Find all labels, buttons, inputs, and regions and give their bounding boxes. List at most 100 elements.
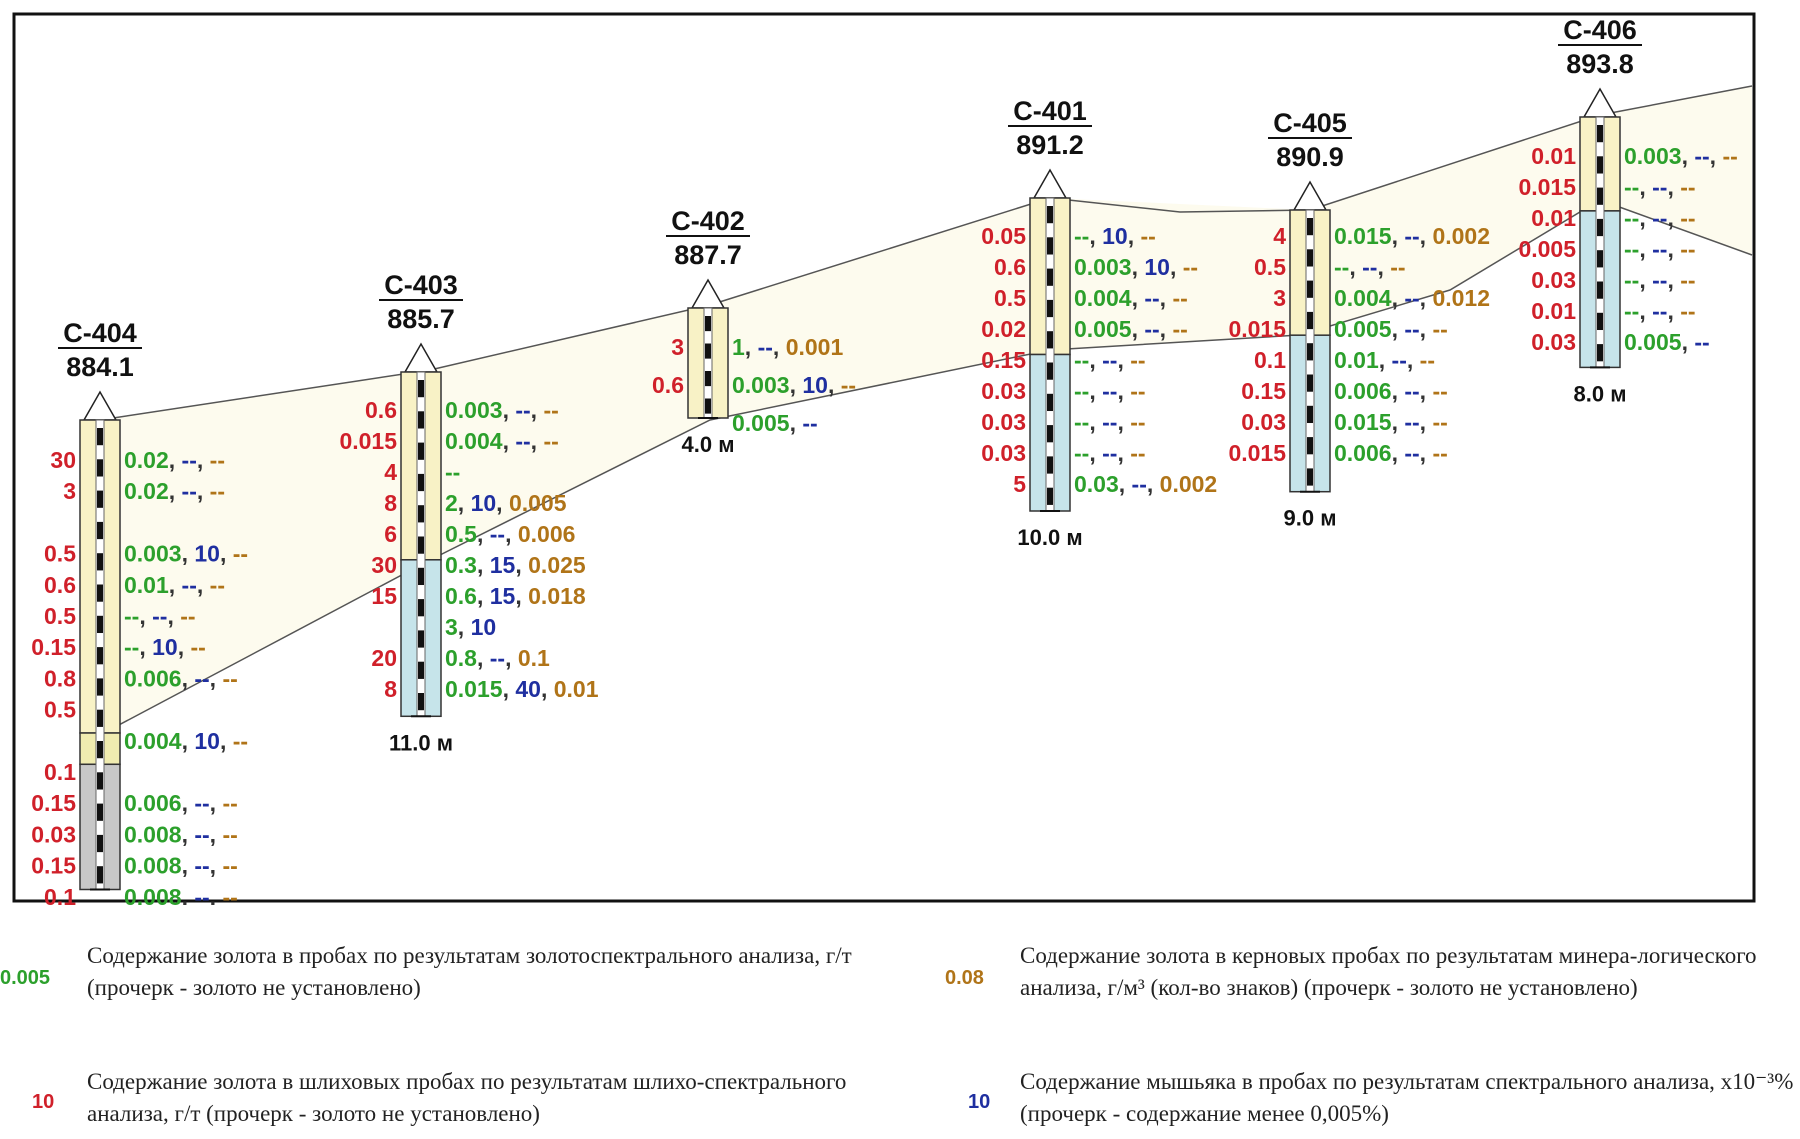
sample-values: 3, 10: [445, 614, 496, 640]
sample-values: 0.02, --, --: [124, 447, 225, 473]
sample-values: 0.015, 40, 0.01: [445, 676, 599, 702]
separator: ,: [745, 334, 758, 360]
sample-mineralogical-gold: --: [841, 372, 856, 398]
core-interval-mark: [97, 490, 103, 508]
separator: ,: [1392, 440, 1405, 466]
sample-schlich-gold: 4: [384, 459, 397, 485]
sample-schlich-gold: 0.15: [31, 634, 76, 660]
sample-spectral-gold: 0.006: [124, 790, 182, 816]
core-interval-mark: [97, 459, 103, 477]
well-name: С-406: [1563, 15, 1637, 45]
sample-arsenic: 10: [1144, 254, 1170, 280]
separator: ,: [1377, 254, 1390, 280]
sample-spectral-gold: --: [1074, 378, 1089, 404]
separator: ,: [220, 541, 233, 567]
core-interval-mark: [418, 693, 424, 711]
core-interval-mark: [97, 834, 103, 853]
sample-values: 0.006, --, --: [124, 665, 238, 691]
core-interval-mark: [1047, 268, 1053, 286]
core-interval-mark: [418, 536, 424, 554]
sample-mineralogical-gold: --: [1680, 267, 1695, 293]
core-interval-mark: [1597, 156, 1603, 174]
sample-schlich-gold: 30: [50, 447, 76, 473]
separator: ,: [1128, 223, 1141, 249]
sample-spectral-gold: 2: [445, 490, 458, 516]
sample-mineralogical-gold: --: [222, 790, 237, 816]
separator: ,: [1420, 316, 1433, 342]
legend-code-blue: 10: [968, 1091, 991, 1113]
separator: ,: [182, 853, 195, 879]
sample-mineralogical-gold: --: [190, 634, 205, 660]
core-interval-mark: [1047, 206, 1053, 224]
geological-section: С-404 884.1 30 0.02, --, -- 3 0.02, --, -- 0.5…: [12, 12, 1756, 905]
sample-values: --, --, --: [1074, 378, 1146, 404]
sample-spectral-gold: 0.008: [124, 821, 182, 847]
core-interval-mark: [1047, 487, 1053, 505]
legend-code-green: 0.005: [0, 967, 51, 989]
sample-values: 0.004, --, 0.012: [1334, 285, 1490, 311]
sample-values: 0.006, --, --: [124, 790, 238, 816]
sample-schlich-gold: 30: [371, 552, 397, 578]
sample-values: 0.6, 15, 0.018: [445, 583, 586, 609]
legend-text-brown: Содержание золота в керновых пробах по р…: [1020, 943, 1757, 1000]
sample-arsenic: --: [182, 447, 197, 473]
sample-arsenic: --: [1392, 347, 1407, 373]
sample-spectral-gold: --: [1624, 205, 1639, 231]
sample-spectral-gold: 0.8: [445, 645, 477, 671]
sample-mineralogical-gold: --: [1390, 254, 1405, 280]
separator: ,: [1407, 347, 1420, 373]
core-interval-mark: [705, 371, 711, 387]
sample-mineralogical-gold: 0.002: [1160, 471, 1218, 497]
well-С-405: С-405 890.9 9.0 м 4 0.015, --, 0.002 0.5 --, -…: [1228, 108, 1490, 531]
separator: ,: [220, 728, 233, 754]
sample-mineralogical-gold: --: [1140, 223, 1155, 249]
sample-values: --, 10, --: [1074, 223, 1156, 249]
sample-values: --, --, --: [1624, 298, 1696, 324]
core-interval-mark: [97, 803, 103, 821]
sample-schlich-gold: 0.015: [1228, 440, 1286, 466]
sample-schlich-gold: 0.6: [365, 397, 397, 423]
separator: ,: [503, 428, 516, 454]
sample-mineralogical-gold: --: [210, 478, 225, 504]
separator: ,: [182, 821, 195, 847]
sample-mineralogical-gold: --: [233, 541, 248, 567]
sample-spectral-gold: 0.003: [1624, 143, 1682, 169]
separator: ,: [1667, 298, 1680, 324]
surface-line: [99, 85, 1753, 421]
core-interval-mark: [1597, 125, 1603, 143]
sample-values: --, --, --: [1074, 409, 1146, 435]
sample-mineralogical-gold: --: [222, 821, 237, 847]
separator: ,: [182, 790, 195, 816]
separator: ,: [1710, 143, 1723, 169]
core-interval-mark: [97, 428, 103, 446]
sample-arsenic: --: [1102, 347, 1117, 373]
sample-mineralogical-gold: --: [543, 428, 558, 454]
core-interval-mark: [1047, 331, 1053, 349]
sample-spectral-gold: 0.006: [1334, 440, 1392, 466]
core-interval-mark: [97, 521, 103, 540]
sample-arsenic: --: [490, 645, 505, 671]
sample-spectral-gold: 0.003: [124, 541, 182, 567]
separator: ,: [182, 728, 195, 754]
sample-schlich-gold: 0.02: [981, 316, 1026, 342]
sample-arsenic: --: [1404, 440, 1419, 466]
core-interval-mark: [418, 567, 424, 586]
well-name: С-403: [384, 270, 458, 300]
sample-schlich-gold: 0.5: [994, 285, 1026, 311]
sample-arsenic: 10: [194, 541, 220, 567]
well-elevation: 884.1: [66, 352, 134, 382]
sample-values: --, --, --: [1074, 440, 1146, 466]
sample-mineralogical-gold: 0.1: [518, 645, 550, 671]
sample-schlich-gold: 0.15: [981, 347, 1026, 373]
sample-spectral-gold: 0.015: [1334, 223, 1392, 249]
sample-mineralogical-gold: --: [1432, 378, 1447, 404]
separator: ,: [1089, 409, 1102, 435]
core-interval-mark: [97, 741, 103, 759]
sample-values: 0.003, 10, --: [1074, 254, 1198, 280]
core-interval-mark: [97, 615, 103, 634]
sample-mineralogical-gold: --: [222, 853, 237, 879]
legend-text-green: Содержание золота в пробах по результата…: [87, 943, 852, 1000]
sample-schlich-gold: 0.03: [1531, 267, 1576, 293]
sample-schlich-gold: 0.015: [339, 428, 397, 454]
core-interval-mark: [1597, 344, 1603, 362]
